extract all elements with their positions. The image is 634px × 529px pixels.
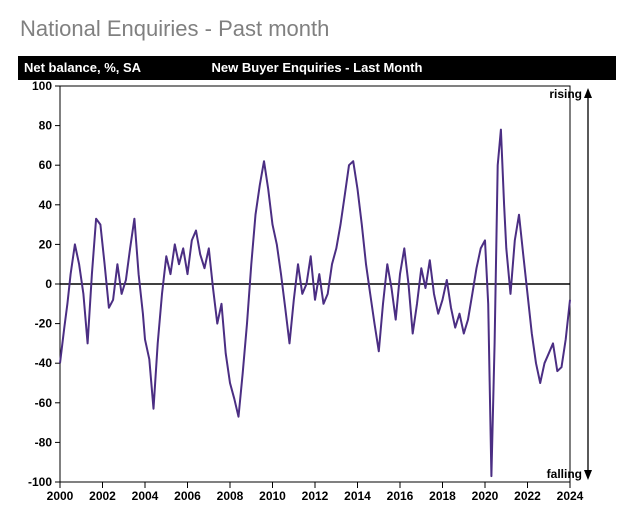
x-tick-label: 2004 — [132, 489, 159, 503]
x-tick-label: 2002 — [89, 489, 116, 503]
chart-title-center: New Buyer Enquiries - Last Month — [212, 60, 423, 75]
x-tick-label: 2024 — [557, 489, 584, 503]
x-tick-label: 2012 — [302, 489, 329, 503]
x-tick-label: 2000 — [47, 489, 74, 503]
y-tick-label: -80 — [35, 435, 53, 449]
page-title: National Enquiries - Past month — [20, 16, 616, 42]
chart-container: Net balance, %, SA New Buyer Enquiries - … — [18, 56, 616, 506]
x-tick-label: 2008 — [217, 489, 244, 503]
x-tick-label: 2006 — [174, 489, 201, 503]
x-tick-label: 2020 — [472, 489, 499, 503]
y-tick-label: 80 — [39, 119, 53, 133]
rising-label: rising — [549, 87, 582, 101]
y-tick-label: 100 — [32, 79, 52, 93]
falling-arrowhead — [584, 470, 592, 480]
falling-label: falling — [547, 467, 582, 481]
rising-arrowhead — [584, 88, 592, 98]
y-tick-label: -60 — [35, 396, 53, 410]
y-tick-label: 40 — [39, 198, 53, 212]
y-tick-label: -20 — [35, 317, 53, 331]
x-tick-label: 2010 — [259, 489, 286, 503]
chart-title-left: Net balance, %, SA — [24, 60, 142, 75]
x-tick-label: 2014 — [344, 489, 371, 503]
y-tick-label: -100 — [28, 475, 52, 489]
y-tick-label: 0 — [45, 277, 52, 291]
x-tick-label: 2018 — [429, 489, 456, 503]
y-tick-label: -40 — [35, 356, 53, 370]
y-tick-label: 20 — [39, 237, 53, 251]
x-tick-label: 2016 — [387, 489, 414, 503]
x-tick-label: 2022 — [514, 489, 541, 503]
line-chart: Net balance, %, SA New Buyer Enquiries - … — [18, 56, 616, 506]
y-tick-label: 60 — [39, 158, 53, 172]
